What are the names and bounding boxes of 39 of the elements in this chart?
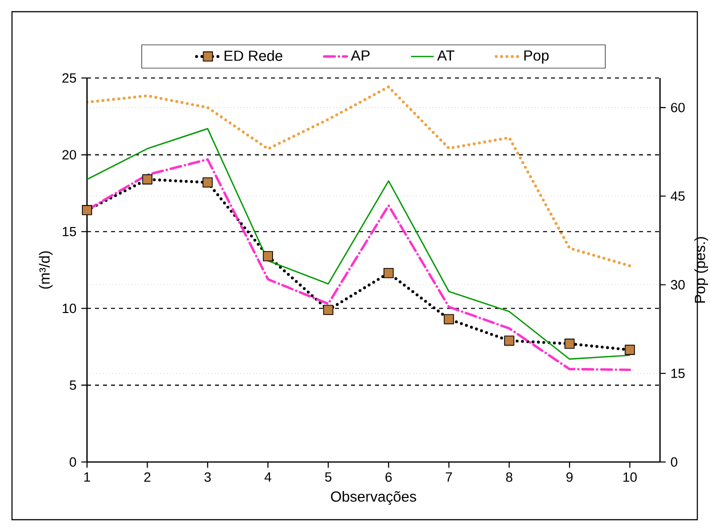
y2-tick-label: 30 [670,280,685,290]
legend-label: AT [437,50,454,61]
point [262,251,274,262]
x-tick-label: 2 [144,472,150,482]
x-tick-label: 9 [566,472,573,482]
x-tick-label: 7 [446,472,452,482]
x-tick-label: 10 [623,472,637,482]
point [384,268,394,278]
x-tick-label: 1 [84,472,90,482]
y-tick-label: 0 [70,457,76,467]
line-series [87,85,632,268]
y-tick-label: 25 [62,73,76,83]
y-tick-label: 15 [62,226,76,236]
point [564,338,575,349]
y-axis-title: (m³/d) [38,251,53,289]
x-tick-label: 5 [325,472,332,482]
y-tick-label: 5 [70,380,76,390]
y-tick-label: 10 [62,304,76,314]
point [82,205,92,216]
y2-tick-label: 45 [670,192,685,201]
legend-label: ED Rede [224,50,282,61]
y2-axis-title: Pop (pes.) [694,237,708,303]
point [444,314,454,324]
point [323,304,334,316]
point [202,177,213,188]
x-tick-label: 4 [264,472,272,482]
x-axis-title: Observações [330,491,416,505]
x-tick-label: 8 [506,472,512,482]
legend-label: Pop [524,50,549,64]
y2-tick-label: 0 [670,457,678,467]
point [142,174,152,184]
x-tick-label: 6 [386,472,392,482]
x-tick-label: 3 [204,472,211,482]
y2-tick-label: 15 [671,368,685,378]
legend-label: AP [350,50,370,61]
point [624,344,635,355]
y-tick-label: 20 [62,150,76,160]
point [504,336,514,346]
y2-tick-label: 60 [671,102,685,112]
